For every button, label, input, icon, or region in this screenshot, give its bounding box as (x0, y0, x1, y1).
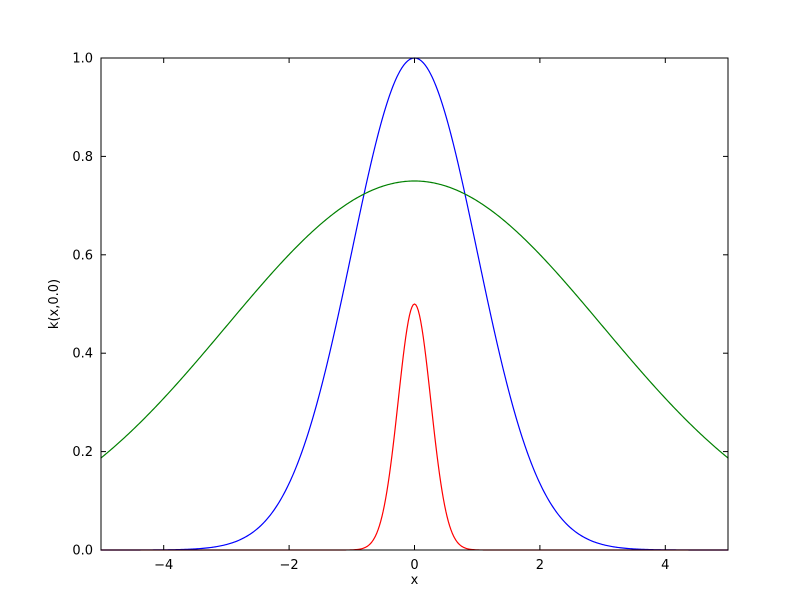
green-kernel-curve (100, 180, 729, 459)
y-tick-label: 0.8 (72, 150, 93, 165)
x-tick-label: −2 (280, 558, 299, 573)
y-tick-label: 0.0 (72, 544, 93, 559)
y-tick-label: 0.2 (72, 445, 93, 460)
x-tick-label: −4 (154, 558, 173, 573)
x-axis-label: x (411, 573, 419, 588)
x-tick-label: 0 (410, 558, 418, 573)
y-axis-label: k(x,0.0) (47, 279, 62, 329)
axis-tick-marks (101, 57, 728, 551)
y-tick-label: 1.0 (72, 52, 93, 67)
x-tick-label: 2 (536, 558, 544, 573)
x-tick-label: 4 (661, 558, 669, 573)
y-tick-label: 0.4 (72, 347, 93, 362)
y-tick-label: 0.6 (72, 248, 93, 263)
axis-tick-labels: −4 −2 0 2 4 0.0 0.2 0.4 0.6 0.8 1.0 (72, 52, 669, 574)
